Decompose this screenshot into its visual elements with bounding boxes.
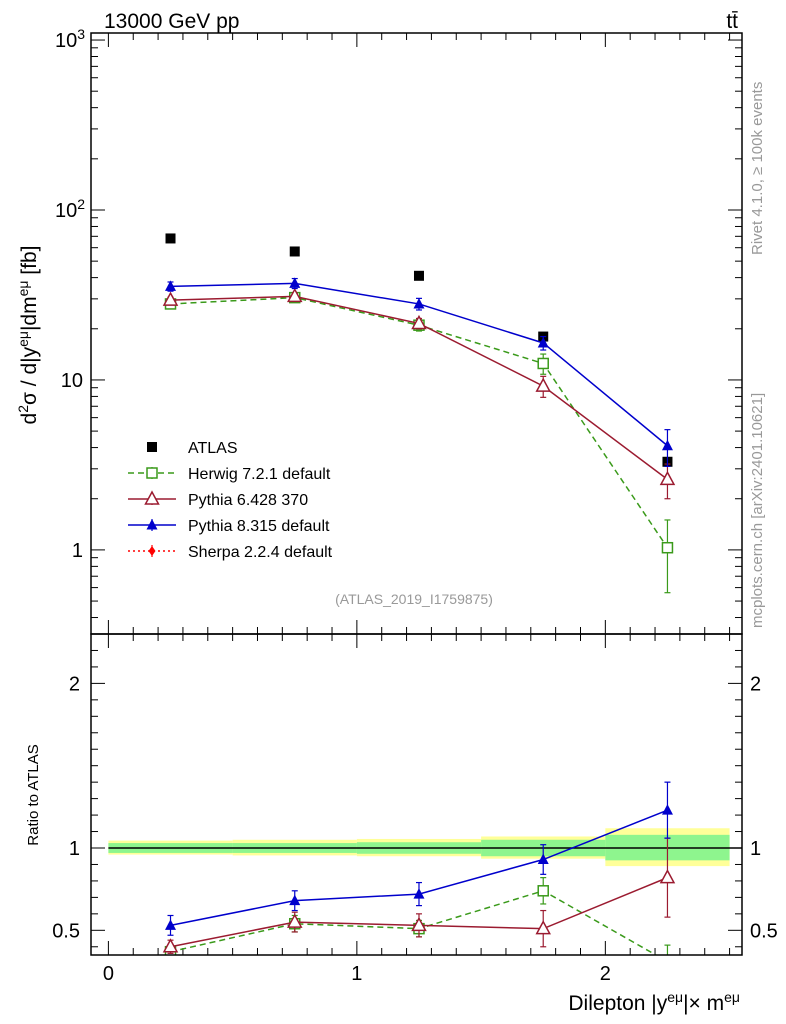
main-series-pythia-6-428-370 bbox=[162, 287, 676, 500]
main-series-atlas bbox=[165, 233, 673, 467]
data-point bbox=[661, 541, 674, 554]
legend-marker bbox=[146, 519, 158, 530]
ratio-point bbox=[411, 916, 427, 932]
ratio-y-tick-label-right: 0.5 bbox=[750, 920, 778, 942]
ratio-point bbox=[659, 869, 676, 884]
ratio-plot-frame bbox=[90, 633, 743, 956]
data-point bbox=[289, 246, 300, 257]
data-point bbox=[535, 377, 551, 392]
data-point bbox=[413, 270, 424, 281]
main-y-axis-label: d2σ / d|yeμ|dmeμ [fb] bbox=[15, 246, 41, 425]
ratio-point bbox=[413, 888, 425, 899]
ratio-plot: 0.5 0.5 1 1 2 2 0 1 2 Ratio to ATLAS Dilepton |yeμ… bbox=[25, 633, 778, 1015]
header-energy-label: 13000 GeV pp bbox=[104, 10, 239, 33]
legend-entry: Herwig 7.2.1 default bbox=[128, 466, 331, 483]
ratio-point bbox=[662, 957, 672, 967]
ratio-y-tick-label: 1 bbox=[69, 838, 80, 860]
analysis-id-watermark: (ATLAS_2019_I1759875) bbox=[335, 591, 493, 607]
ratio-point bbox=[535, 920, 551, 935]
ratio-y-tick-label-right: 2 bbox=[750, 673, 761, 695]
data-point bbox=[289, 277, 301, 288]
x-tick-label: 2 bbox=[600, 963, 611, 985]
x-tick-label: 1 bbox=[351, 963, 362, 985]
data-point bbox=[661, 439, 673, 451]
ratio-series-pythia-6-428-370 bbox=[162, 837, 676, 954]
legend: ATLAS Herwig 7.2.1 default Pythia 6.428 37… bbox=[128, 440, 333, 561]
main-y-tick-label: 103 bbox=[55, 26, 85, 52]
mcplots-label: mcplots.cern.ch [arXiv:2401.10621] bbox=[749, 393, 766, 628]
legend-marker bbox=[146, 467, 158, 479]
legend-marker bbox=[144, 490, 160, 505]
legend-label: ATLAS bbox=[188, 440, 238, 457]
data-point bbox=[165, 233, 176, 244]
legend-label: Herwig 7.2.1 default bbox=[188, 466, 331, 483]
ratio-point bbox=[537, 885, 549, 897]
x-axis-label: Dilepton |yeμ|× meμ bbox=[568, 989, 740, 1015]
legend-marker bbox=[147, 442, 157, 452]
ratio-y-axis-label: Ratio to ATLAS bbox=[25, 744, 42, 845]
ratio-series-pythia-8-315-default bbox=[165, 781, 673, 936]
header-process-label: tt̄ bbox=[726, 10, 738, 33]
ratio-y-tick-label-right: 1 bbox=[750, 838, 761, 860]
data-point bbox=[413, 297, 425, 309]
ratio-y-tick-label: 0.5 bbox=[52, 920, 80, 942]
data-point bbox=[286, 287, 303, 303]
data-point bbox=[537, 357, 549, 370]
main-y-tick-label: 10 bbox=[61, 370, 83, 392]
legend-label: Sherpa 2.2.4 default bbox=[188, 544, 333, 561]
main-plot: 1 10 102 103 d2σ / d|yeμ|dmeμ [fb] (ATLAS_201… bbox=[15, 26, 743, 635]
legend-marker bbox=[148, 546, 156, 556]
rivet-version-label: Rivet 4.1.0, ≥ 100k events bbox=[749, 82, 766, 255]
legend-entry: Pythia 8.315 default bbox=[128, 518, 330, 535]
ratio-point bbox=[286, 913, 303, 928]
legend-label: Pythia 6.428 370 bbox=[188, 492, 308, 509]
legend-label: Pythia 8.315 default bbox=[188, 518, 330, 535]
ratio-point bbox=[537, 853, 549, 865]
ratio-point bbox=[165, 919, 177, 930]
legend-entry: Sherpa 2.2.4 default bbox=[128, 544, 333, 561]
ratio-point bbox=[289, 894, 301, 906]
ratio-series-group bbox=[162, 781, 676, 967]
main-y-tick-label: 102 bbox=[55, 196, 85, 222]
data-point bbox=[162, 291, 179, 306]
data-point bbox=[165, 280, 177, 291]
legend-entry: ATLAS bbox=[147, 440, 238, 457]
data-point bbox=[659, 470, 676, 486]
ratio-y-tick-label: 2 bbox=[69, 673, 80, 695]
main-y-tick-label: 1 bbox=[72, 540, 83, 562]
data-point bbox=[537, 336, 549, 348]
data-point bbox=[411, 314, 427, 330]
x-tick-label: 0 bbox=[103, 963, 114, 985]
ratio-point bbox=[661, 804, 673, 815]
main-series-pythia-8-315-default bbox=[165, 277, 673, 467]
legend-entry: Pythia 6.428 370 bbox=[128, 490, 308, 509]
ratio-point bbox=[162, 938, 179, 953]
